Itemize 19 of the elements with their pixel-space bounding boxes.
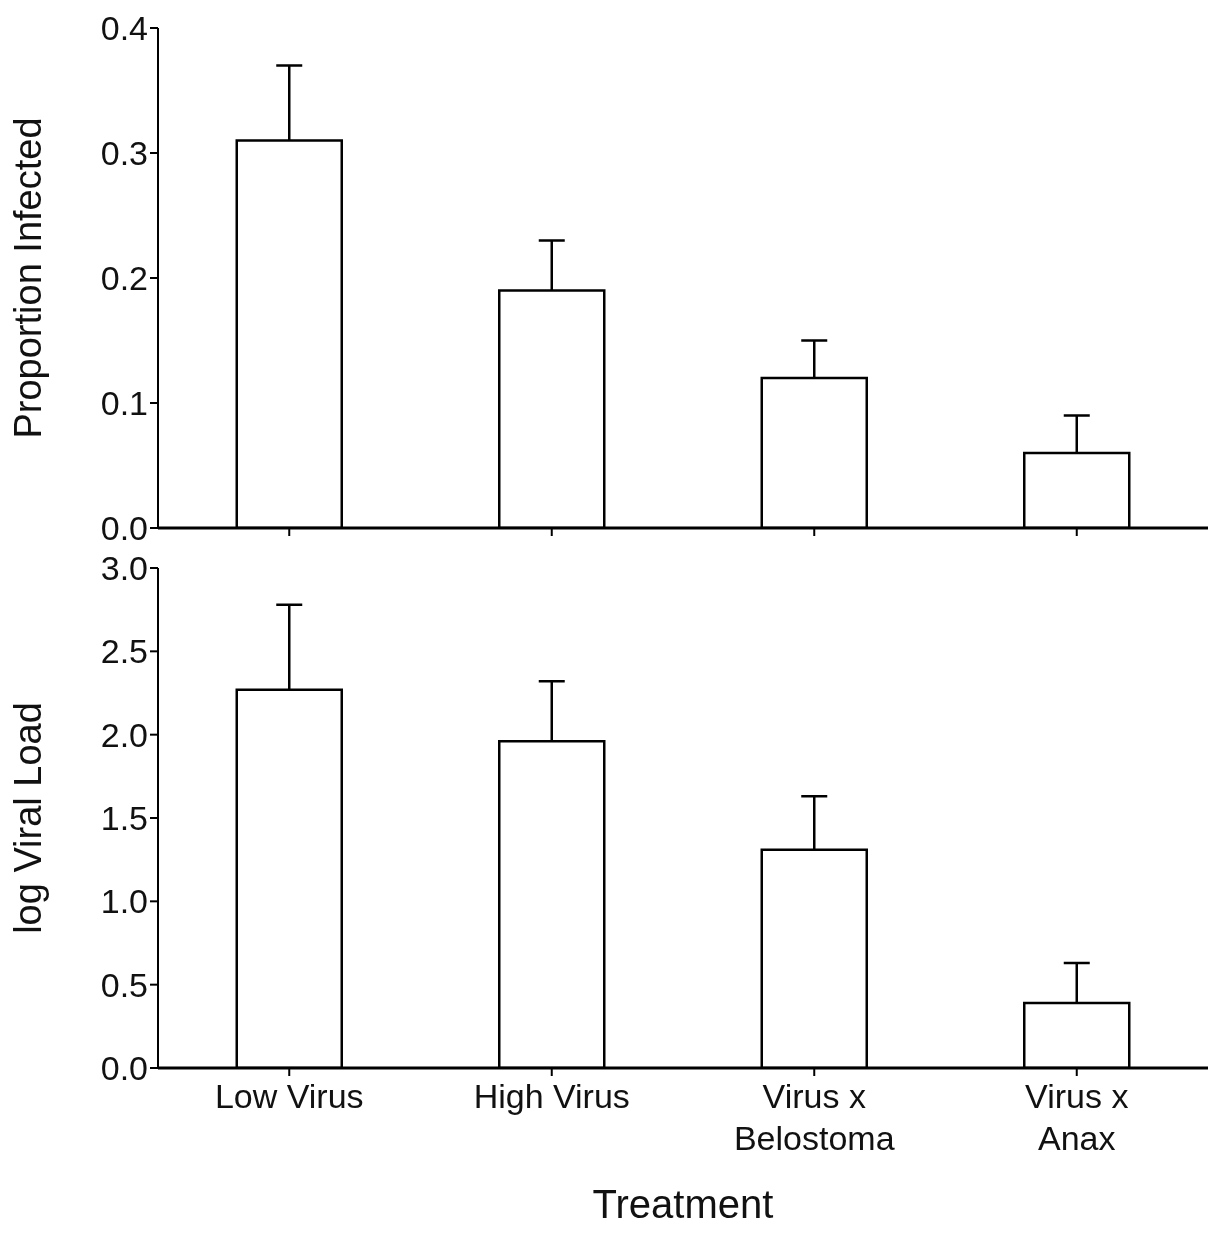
x-tick-label: High Virus xyxy=(473,1077,630,1115)
x-tick-label: Virus x Anax xyxy=(1025,1077,1129,1157)
y-tick-label: 0.0 xyxy=(100,1049,148,1088)
x-axis-title: Treatment xyxy=(592,1182,774,1226)
y-tick-label: 2.0 xyxy=(100,715,148,754)
y-tick-label: 0.0 xyxy=(100,509,148,548)
y-tick-label: 0.3 xyxy=(100,134,148,173)
x-tick-label: Low Virus xyxy=(214,1077,364,1115)
y-tick-label: 1.0 xyxy=(100,882,148,921)
y-tick-label: 2.5 xyxy=(100,632,148,671)
y-tick-label: 1.5 xyxy=(100,799,148,838)
y-axis-title: log Viral Load xyxy=(7,702,50,934)
y-tick-label: 0.2 xyxy=(100,259,148,298)
y-tick-label: 3.0 xyxy=(100,549,148,588)
y-tick-label: 0.1 xyxy=(100,384,148,423)
x-tick-label: Virus x Belostoma xyxy=(733,1077,895,1157)
y-axis-title: Proportion Infected xyxy=(7,117,50,439)
y-tick-label: 0.5 xyxy=(100,965,148,1004)
y-tick-label: 0.4 xyxy=(100,9,148,48)
